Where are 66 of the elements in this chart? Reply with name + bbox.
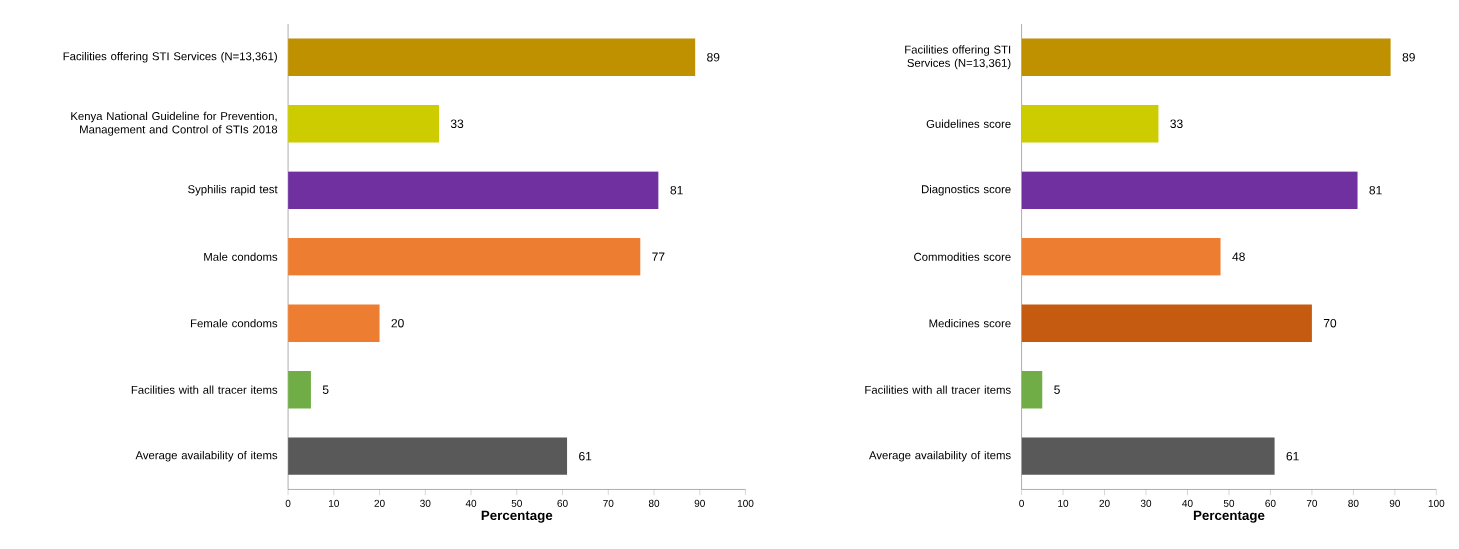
x-tick-label: 10 — [1058, 499, 1069, 507]
bar — [288, 304, 380, 342]
x-tick-label: 90 — [1389, 499, 1401, 507]
data-label: 5 — [322, 385, 329, 394]
x-tick-label: 50 — [511, 499, 522, 507]
data-label: 33 — [1170, 119, 1183, 128]
data-label: 61 — [579, 451, 592, 461]
y-tick-label: Male condoms — [204, 252, 278, 261]
y-tick-label: Guidelines score — [926, 119, 1011, 128]
x-tick-label: 80 — [1348, 499, 1359, 507]
bar — [1021, 38, 1391, 76]
bar — [288, 370, 311, 409]
x-tick-label: 30 — [420, 499, 431, 507]
bar — [1021, 104, 1159, 143]
x-tick-label: 30 — [1140, 499, 1152, 507]
data-label: 48 — [1232, 252, 1245, 261]
y-tick-label: Facilities with all tracer items — [865, 385, 1011, 394]
x-tick-label: 0 — [285, 499, 291, 507]
y-tick-label: Facilities with all tracer items — [131, 385, 278, 394]
bar — [1021, 304, 1312, 342]
x-tick-label: 10 — [329, 499, 339, 507]
data-label: 5 — [1054, 385, 1060, 394]
x-tick-label: 40 — [465, 499, 477, 507]
x-tick-label: 20 — [374, 499, 385, 507]
data-label: 20 — [391, 318, 404, 328]
data-label: 81 — [670, 185, 683, 195]
x-axis-title: Percentage — [481, 510, 553, 523]
y-tick-label: Commodities score — [914, 252, 1011, 261]
bar — [1021, 237, 1221, 276]
x-axis-title: Percentage — [1193, 510, 1265, 523]
x-tick-label: 20 — [1099, 499, 1110, 507]
y-tick-label: Diagnostics score — [922, 184, 1011, 196]
data-label: 81 — [1369, 185, 1382, 195]
bar — [1021, 437, 1275, 475]
x-tick-label: 0 — [1019, 499, 1024, 507]
bar — [1021, 171, 1358, 209]
x-tick-label: 70 — [1306, 499, 1318, 507]
bar — [288, 237, 641, 276]
bar — [288, 38, 696, 76]
x-tick-label: 60 — [557, 499, 568, 507]
x-tick-label: 40 — [1182, 499, 1193, 507]
data-label: 61 — [1286, 451, 1299, 461]
data-label: 89 — [707, 52, 720, 62]
y-tick-label: Average availability of items — [869, 450, 1011, 462]
x-tick-label: 100 — [1428, 499, 1445, 507]
x-tick-label: 60 — [1265, 499, 1276, 507]
y-tick-label: Syphilis rapid test — [188, 184, 278, 196]
data-label: 70 — [1323, 318, 1337, 328]
y-tick-label: Facilities offering STI Services (N=13,361) — [905, 45, 1011, 69]
x-tick-label: 90 — [694, 499, 705, 507]
bar — [288, 104, 440, 143]
y-tick-label: Facilities offering STI Services (N=13,361) — [63, 51, 277, 63]
y-tick-label: Medicines score — [929, 318, 1011, 328]
data-label: 33 — [450, 119, 464, 128]
x-tick-label: 70 — [603, 499, 614, 507]
data-label: 77 — [652, 252, 665, 261]
y-tick-label: Kenya National Guideline for Prevention, Management and Control of STIs 2018 — [71, 111, 278, 136]
bar — [1021, 370, 1043, 409]
x-tick-label: 100 — [737, 499, 754, 507]
bar — [288, 437, 568, 475]
x-tick-label: 50 — [1223, 499, 1235, 507]
x-tick-label: 80 — [648, 499, 660, 507]
bar — [288, 171, 659, 209]
y-tick-label: Average availability of items — [135, 450, 278, 462]
y-tick-label: Female condoms — [191, 318, 278, 328]
data-label: 89 — [1402, 52, 1415, 62]
